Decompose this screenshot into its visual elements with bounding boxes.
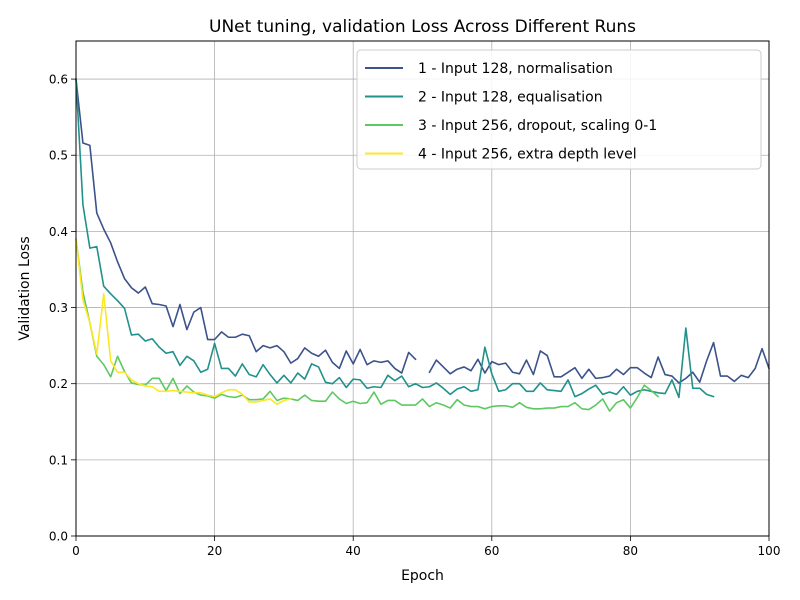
series-3 <box>75 238 659 412</box>
series-line-4 <box>75 238 292 406</box>
y-tick-label: 0.4 <box>49 225 68 239</box>
y-tick-label: 0.5 <box>49 149 68 163</box>
x-tick-label: 60 <box>484 544 499 558</box>
axis-ticks: 0 20 40 60 80 100 0.0 0.1 0.2 0.3 0.4 0.5 0.6 <box>49 73 781 558</box>
grid-lines <box>75 41 770 537</box>
x-tick-label: 0 <box>72 544 80 558</box>
x-tick-label: 100 <box>758 544 781 558</box>
x-tick-label: 40 <box>346 544 361 558</box>
y-axis-title: Validation Loss <box>17 236 33 340</box>
legend-label-1: 1 - Input 128, normalisation <box>418 61 613 77</box>
legend-label-4: 4 - Input 256, extra depth level <box>418 147 637 163</box>
chart-title: UNet tuning, validation Loss Across Diff… <box>209 17 636 37</box>
y-tick-label: 0.1 <box>49 453 68 467</box>
x-tick-label: 80 <box>623 544 638 558</box>
series-1 <box>75 78 770 384</box>
x-axis-title: Epoch <box>401 568 444 584</box>
y-tick-label: 0.0 <box>49 530 68 544</box>
series-line-2 <box>75 78 715 399</box>
series-line-1 <box>75 78 417 374</box>
y-tick-label: 0.2 <box>49 377 68 391</box>
series-line-3 <box>75 238 659 412</box>
legend-box <box>356 49 762 170</box>
plot-frame <box>75 40 770 537</box>
y-tick-label: 0.6 <box>49 73 68 87</box>
legend-label-2: 2 - Input 128, equalisation <box>418 90 603 106</box>
x-tick-label: 20 <box>207 544 222 558</box>
legend-label-3: 3 - Input 256, dropout, scaling 0-1 <box>418 118 657 134</box>
y-tick-label: 0.3 <box>49 301 68 315</box>
series-4 <box>75 238 292 406</box>
series-line-1 <box>428 341 770 384</box>
series-2 <box>75 78 715 399</box>
series-lines <box>75 78 770 412</box>
legend: 1 - Input 128, normalisation 2 - Input 12… <box>356 49 762 170</box>
